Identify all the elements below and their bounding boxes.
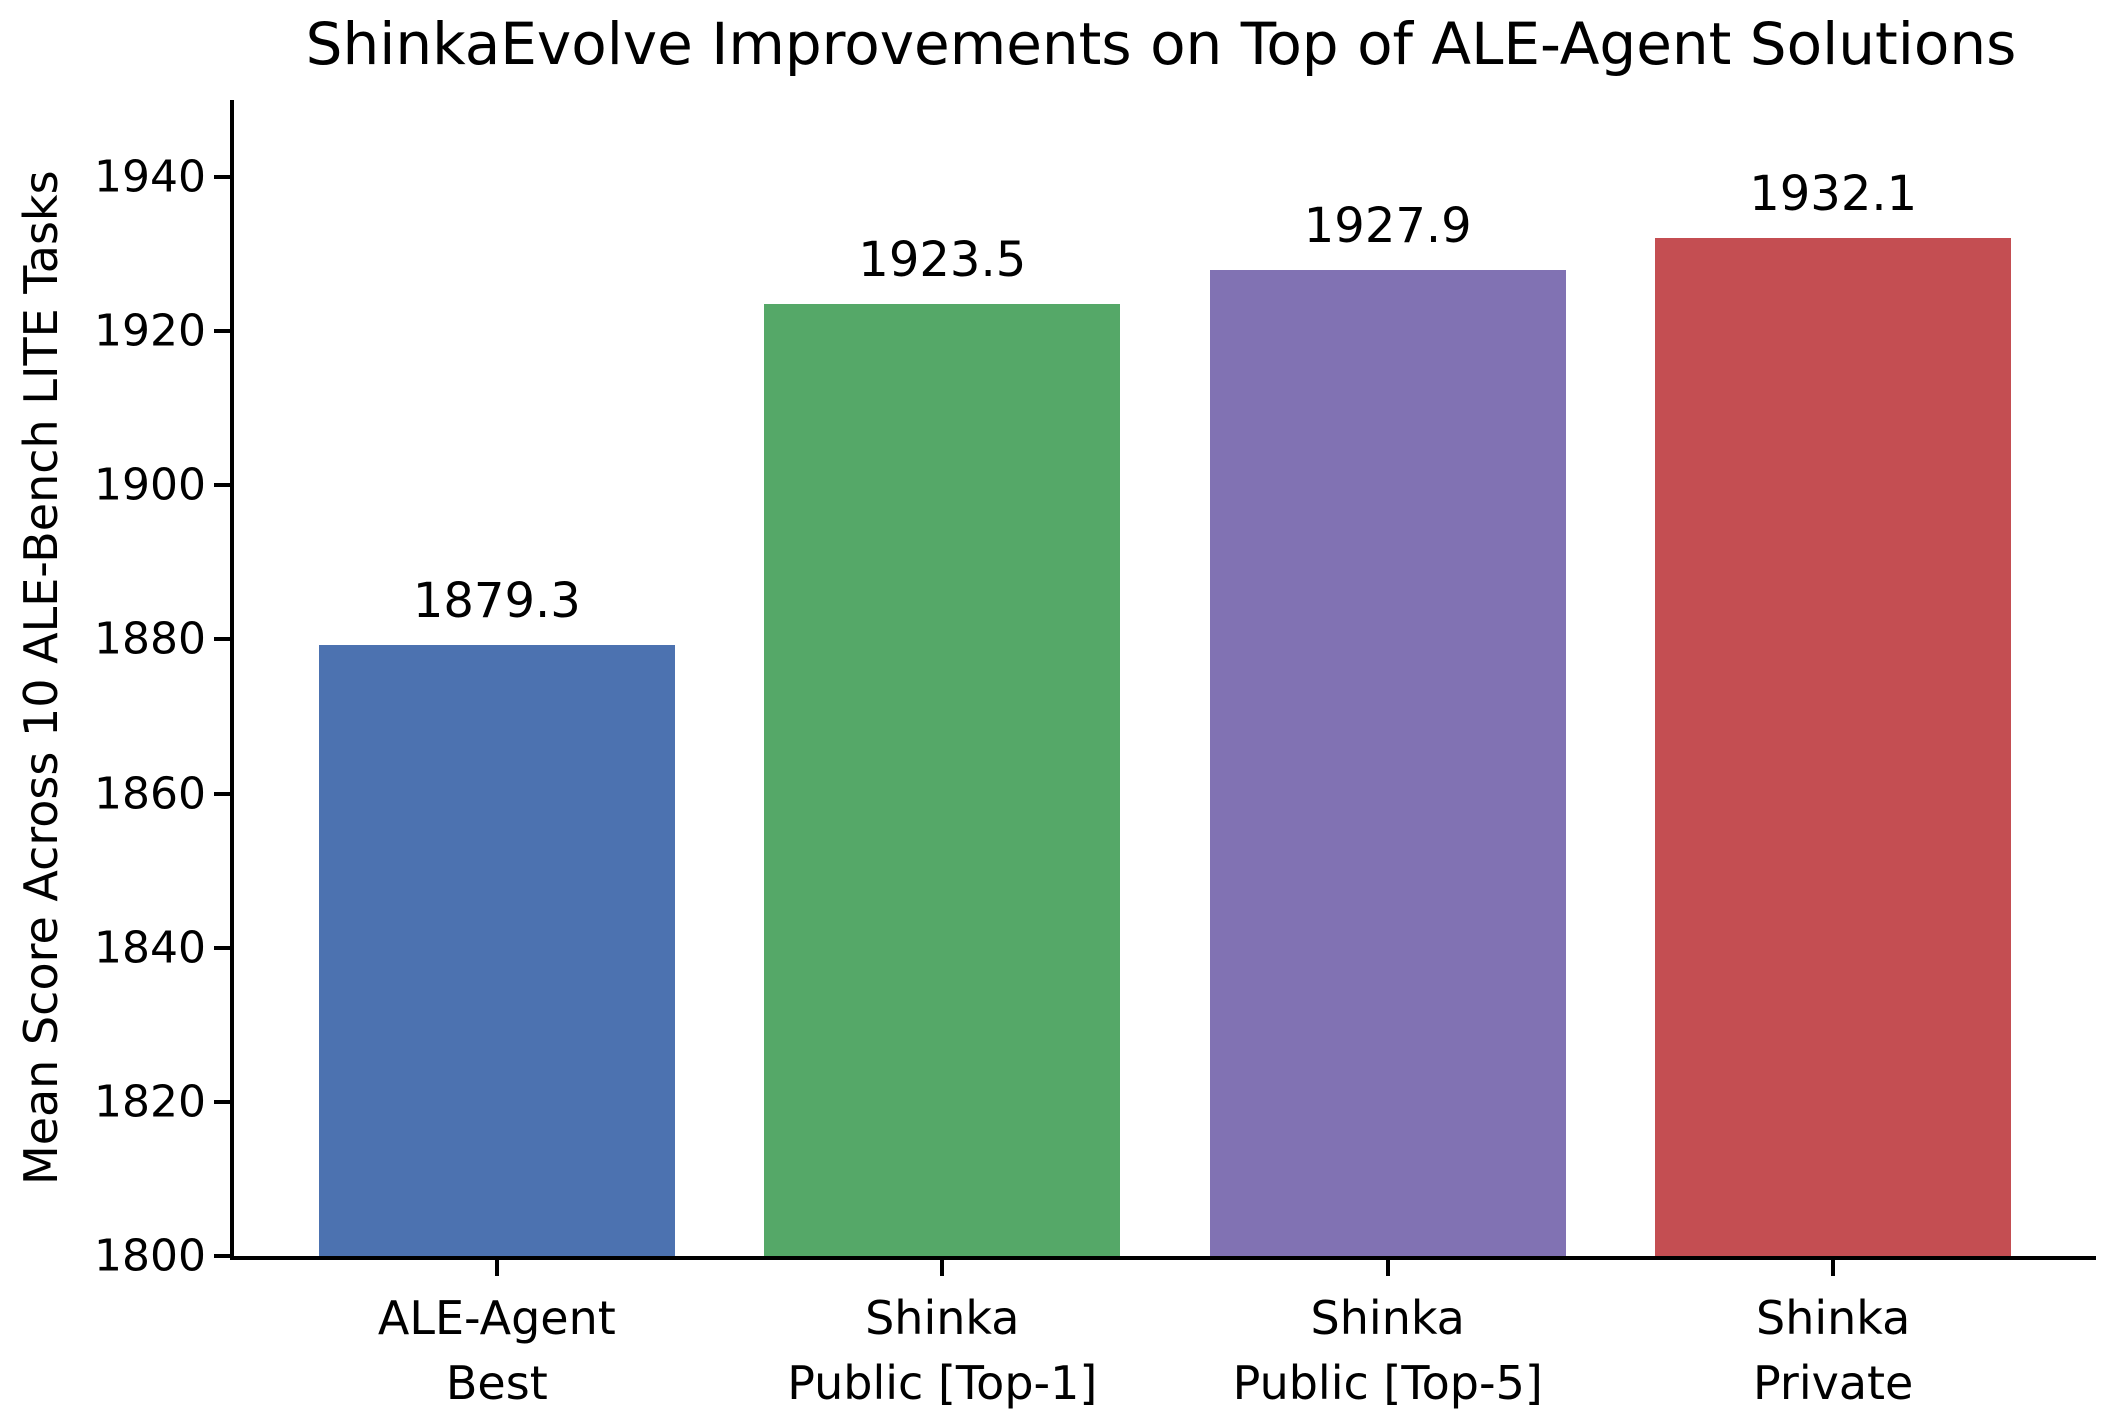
x-tick-mark-shinka-public-top-5 xyxy=(1385,1260,1390,1276)
y-tick-label-1860: 1860 xyxy=(94,768,206,820)
bar-value-label-shinka-public-top-5: 1927.9 xyxy=(1303,198,1472,255)
x-tick-label-ale-agent-best: ALE-Agent Best xyxy=(377,1291,616,1411)
y-tick-label-1940: 1940 xyxy=(94,151,206,203)
y-tick-label-1900: 1900 xyxy=(94,459,206,511)
y-tick-mark-1820 xyxy=(214,1099,230,1104)
x-tick-label-shinka-private: Shinka Private xyxy=(1752,1291,1914,1411)
y-tick-label-1820: 1820 xyxy=(94,1076,206,1128)
x-tick-mark-ale-agent-best xyxy=(494,1260,499,1276)
y-tick-mark-1940 xyxy=(214,175,230,180)
x-tick-label-shinka-public-top-1: Shinka Public [Top-1] xyxy=(787,1291,1098,1411)
y-tick-label-1840: 1840 xyxy=(94,922,206,974)
y-tick-label-1880: 1880 xyxy=(94,613,206,665)
y-tick-mark-1840 xyxy=(214,945,230,950)
x-tick-label-shinka-public-top-5: Shinka Public [Top-5] xyxy=(1232,1291,1543,1411)
y-tick-mark-1880 xyxy=(214,637,230,642)
x-tick-mark-shinka-private xyxy=(1831,1260,1836,1276)
bar-ale-agent-best xyxy=(318,644,675,1256)
y-tick-mark-1920 xyxy=(214,329,230,334)
y-tick-label-1800: 1800 xyxy=(94,1230,206,1282)
bar-shinka-private xyxy=(1655,237,2012,1256)
chart-title: ShinkaEvolve Improvements on Top of ALE-… xyxy=(305,10,2017,78)
bar-value-label-shinka-public-top-1: 1923.5 xyxy=(858,232,1027,289)
bar-value-label-ale-agent-best: 1879.3 xyxy=(412,572,581,629)
x-tick-mark-shinka-public-top-1 xyxy=(940,1260,945,1276)
y-tick-mark-1860 xyxy=(214,791,230,796)
plot-area: 1800 1820 1840 1860 1880 1900 1920 1940 1879.3 AL… xyxy=(94,100,2096,1410)
y-tick-mark-1800 xyxy=(214,1254,230,1258)
y-axis-label: Mean Score Across 10 ALE-Bench LITE Task… xyxy=(14,170,68,1186)
bar-shinka-public-top-1 xyxy=(764,304,1121,1256)
bar-value-label-shinka-private: 1932.1 xyxy=(1749,165,1918,222)
y-tick-label-1920: 1920 xyxy=(94,305,206,357)
bar-shinka-public-top-5 xyxy=(1209,270,1566,1256)
y-tick-mark-1900 xyxy=(214,483,230,488)
